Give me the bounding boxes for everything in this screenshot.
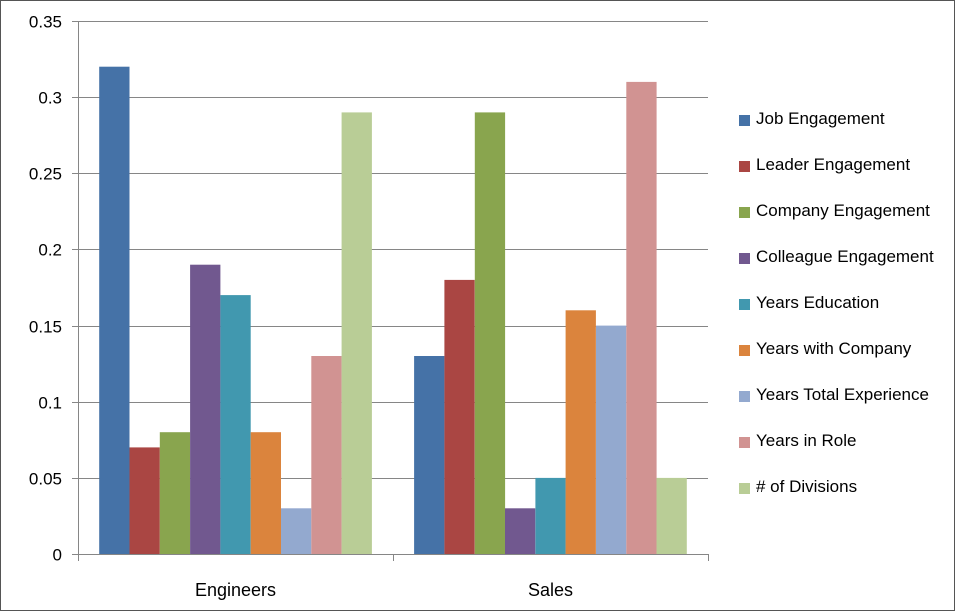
bar-years-total-experience-sales xyxy=(596,325,627,554)
x-category-label: Sales xyxy=(528,580,573,600)
axis-labels: 0 0.05 0.1 0.15 0.2 0.25 0.3 0.35 Engineers Sales xyxy=(29,13,573,601)
bar-company-engagement-engineers xyxy=(159,432,191,554)
bar-leader-engagement-sales xyxy=(444,279,475,554)
y-tick-label: 0 xyxy=(53,546,62,565)
bar-colleague-engagement-sales xyxy=(505,508,536,554)
legend-swatch xyxy=(739,299,750,310)
legend-swatch xyxy=(739,437,750,448)
legend-item: Leader Engagement xyxy=(739,153,954,199)
bar-leader-engagement-engineers xyxy=(129,447,160,554)
legend-swatch xyxy=(739,391,750,402)
legend-item: # of Divisions xyxy=(739,475,954,521)
bar-of-divisions-engineers xyxy=(341,112,372,555)
legend-item: Years Education xyxy=(739,291,954,337)
y-tick-label: 0.25 xyxy=(29,165,62,184)
y-tick-label: 0.05 xyxy=(29,470,62,489)
bar-job-engagement-sales xyxy=(414,356,445,554)
legend-label: # of Divisions xyxy=(756,477,858,496)
legend-item: Years in Role xyxy=(739,429,954,475)
legend-label: Leader Engagement xyxy=(756,155,911,174)
legend-swatch xyxy=(739,483,750,494)
bar-years-education-sales xyxy=(535,477,566,554)
legend-swatch xyxy=(739,253,750,264)
legend-swatch xyxy=(739,345,750,356)
legend-label: Years Education xyxy=(756,293,880,312)
bar-job-engagement-engineers xyxy=(99,66,130,554)
bar-colleague-engagement-engineers xyxy=(190,264,221,554)
bar-company-engagement-sales xyxy=(474,112,506,555)
y-tick-label: 0.35 xyxy=(29,13,62,32)
legend: Job Engagement Leader Engagement Company E… xyxy=(739,107,954,521)
legend-swatch xyxy=(739,207,750,218)
legend-item: Years with Company xyxy=(739,337,954,383)
legend-item: Company Engagement xyxy=(739,199,954,245)
legend-item: Job Engagement xyxy=(739,107,954,153)
y-tick-label: 0.3 xyxy=(38,89,62,108)
legend-label: Company Engagement xyxy=(756,201,930,220)
legend-swatch xyxy=(739,161,750,172)
legend-label: Years in Role xyxy=(756,431,857,450)
legend-label: Years Total Experience xyxy=(756,385,929,404)
y-tick-label: 0.1 xyxy=(38,394,62,413)
bar-years-education-engineers xyxy=(220,295,251,554)
y-tick-label: 0.15 xyxy=(29,318,62,337)
bar-years-with-company-sales xyxy=(565,310,596,554)
bar-years-in-role-sales xyxy=(626,81,657,555)
bar-of-divisions-sales xyxy=(656,477,687,554)
bar-years-in-role-engineers xyxy=(311,356,342,554)
legend-label: Colleague Engagement xyxy=(756,247,934,266)
bar-years-with-company-engineers xyxy=(250,432,281,554)
axes xyxy=(72,21,709,561)
gridlines xyxy=(78,21,708,479)
x-category-label: Engineers xyxy=(195,580,276,600)
legend-label: Job Engagement xyxy=(756,109,885,128)
bars xyxy=(99,66,687,555)
bar-years-total-experience-engineers xyxy=(281,508,312,554)
legend-swatch xyxy=(739,115,750,126)
legend-item: Colleague Engagement xyxy=(739,245,954,291)
legend-label: Years with Company xyxy=(756,339,912,358)
legend-item: Years Total Experience xyxy=(739,383,954,429)
y-tick-label: 0.2 xyxy=(38,241,62,260)
